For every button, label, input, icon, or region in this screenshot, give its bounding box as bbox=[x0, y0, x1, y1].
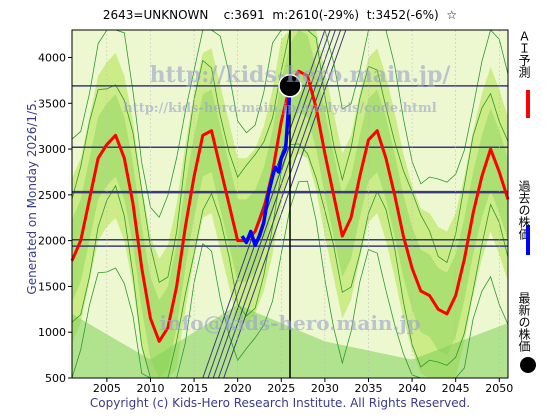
legend-latest-price: 最新の株価 bbox=[517, 292, 536, 373]
y-tick-label-1: 1000 bbox=[38, 326, 66, 339]
trend-channel-line-2 bbox=[212, 29, 336, 379]
forecast-band-inner bbox=[72, 30, 508, 378]
x-tick-label-3: 2020 bbox=[224, 382, 252, 395]
x-tick-label-7: 2040 bbox=[398, 382, 426, 395]
x-tick-label-4: 2025 bbox=[267, 382, 295, 395]
y-tick-label-0: 500 bbox=[45, 372, 66, 385]
watermark-2: info@kids-hero.main.jp bbox=[159, 311, 420, 335]
legend-ai-forecast: ＡＩ予測 bbox=[517, 30, 531, 118]
trend-channel-line-4 bbox=[223, 29, 347, 379]
copyright-footer: Copyright (c) Kids-Hero Research Institu… bbox=[89, 396, 471, 410]
x-tick-label-6: 2035 bbox=[354, 382, 382, 395]
plot-border bbox=[71, 29, 509, 379]
latest-price-point bbox=[278, 74, 302, 98]
legend-past-price: 過去の株価 bbox=[517, 180, 531, 255]
y-tick-label-5: 3000 bbox=[38, 143, 66, 156]
legend: ＡＩ予測 過去の株価 最新の株価 bbox=[517, 30, 536, 373]
y-tick-label-2: 1500 bbox=[38, 280, 66, 293]
watermark-1: http://kids-hero.main.jp/analysis/code.h… bbox=[123, 101, 437, 116]
legend-ai-forecast-label: ＡＩ予測 bbox=[517, 30, 531, 79]
y-tick-label-4: 2500 bbox=[38, 189, 66, 202]
y-tick-label-6: 3500 bbox=[38, 97, 66, 110]
x-tick-label-1: 2010 bbox=[136, 382, 164, 395]
x-tick-label-5: 2030 bbox=[311, 382, 339, 395]
x-tick-label-2: 2015 bbox=[180, 382, 208, 395]
x-tick-label-0: 2005 bbox=[93, 382, 121, 395]
x-tick-label-8: 2045 bbox=[442, 382, 470, 395]
black-dot-icon bbox=[520, 357, 536, 373]
y-tick-label-7: 4000 bbox=[38, 51, 66, 64]
y-tick-label-3: 2000 bbox=[38, 235, 66, 248]
legend-past-price-label: 過去の株価 bbox=[517, 180, 531, 240]
legend-latest-price-label: 最新の株価 bbox=[517, 292, 531, 352]
watermark-0: http://kids-hero.main.jp/ bbox=[150, 62, 452, 88]
chart-title: 2643=UNKNOWN c:3691 m:2610(-29%) t:3452(… bbox=[102, 8, 458, 22]
x-tick-label-9: 2050 bbox=[485, 382, 513, 395]
trend-channel-line-3 bbox=[218, 29, 342, 379]
series-past-price bbox=[240, 85, 292, 247]
